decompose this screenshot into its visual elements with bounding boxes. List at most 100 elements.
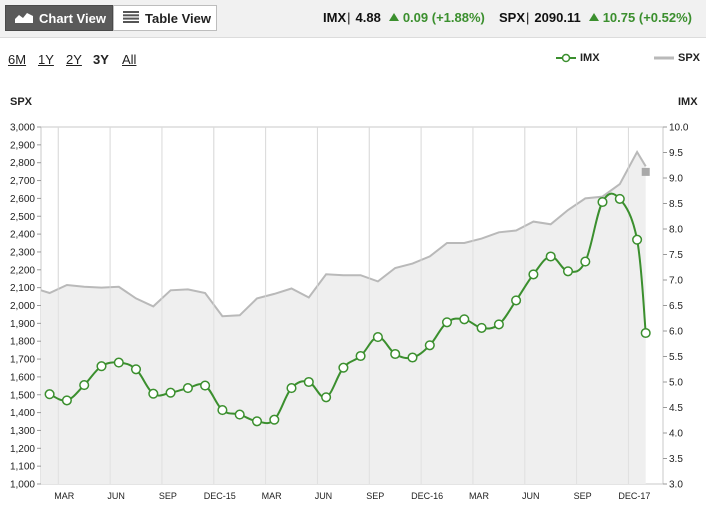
- up-arrow-icon: [588, 13, 599, 21]
- legend-imx-label: IMX: [580, 52, 600, 64]
- left-axis-title: SPX: [10, 96, 33, 108]
- imx-data-point: [390, 348, 401, 360]
- imx-data-point: [113, 357, 124, 368]
- table-view-button[interactable]: Table View: [113, 5, 217, 31]
- legend-imx[interactable]: IMX: [556, 52, 600, 64]
- imx-data-point: [269, 414, 280, 425]
- imx-data-point: [79, 380, 90, 391]
- imx-data-point: [511, 295, 522, 306]
- imx-data-point: [459, 314, 470, 325]
- imx-data-point: [372, 332, 383, 343]
- y-left-tick-label: 2,100: [10, 283, 35, 294]
- x-tick-label: JUN: [315, 491, 333, 501]
- quote-separator: |: [347, 10, 351, 25]
- x-tick-label: DEC-15: [204, 491, 236, 501]
- y-right-tick-label: 10.0: [669, 123, 689, 134]
- y-left-tick-label: 2,600: [10, 194, 35, 205]
- y-left-tick-label: 1,800: [10, 337, 35, 348]
- y-right-tick-label: 9.5: [669, 148, 683, 159]
- imx-data-point: [476, 322, 487, 333]
- imx-data-point: [44, 389, 55, 400]
- right-axis-title: IMX: [678, 96, 698, 108]
- imx-data-point: [632, 234, 643, 245]
- imx-data-point: [234, 409, 245, 420]
- range-1y[interactable]: 1Y: [38, 52, 54, 67]
- spx-series-line: [40, 149, 647, 318]
- y-left-tick-label: 1,900: [10, 319, 35, 330]
- y-left-tick-label: 1,300: [10, 426, 35, 437]
- y-right-tick-label: 3.0: [669, 480, 683, 491]
- quote-change: 0.09: [402, 10, 429, 25]
- imx-data-point: [200, 380, 211, 391]
- chart-view-button[interactable]: Chart View: [5, 5, 113, 31]
- imx-data-point: [61, 395, 72, 406]
- imx-data-point: [562, 266, 574, 277]
- table-view-label: Table View: [145, 10, 211, 26]
- y-right-tick-label: 7.5: [669, 250, 683, 261]
- x-tick-label: SEP: [574, 491, 592, 501]
- imx-data-point: [130, 364, 142, 375]
- top-toolbar: Chart View Table View IMX| 4.88 0.09 (+1.8…: [0, 0, 706, 38]
- range-3y[interactable]: 3Y: [93, 52, 109, 67]
- imx-data-point: [182, 383, 193, 394]
- y-right-tick-label: 5.0: [669, 378, 683, 389]
- quote-value: 2090.11: [534, 10, 581, 25]
- imx-data-point: [528, 269, 539, 280]
- quote-change-percent: (+0.52%): [638, 10, 692, 25]
- quote-symbol: SPX: [499, 10, 526, 25]
- range-2y[interactable]: 2Y: [66, 52, 82, 67]
- imx-legend-swatch: [556, 53, 576, 63]
- y-right-tick-label: 9.0: [669, 174, 683, 185]
- y-right-tick-label: 4.0: [669, 429, 683, 440]
- y-right-tick-label: 6.0: [669, 327, 683, 338]
- y-right-tick-label: 8.0: [669, 225, 683, 236]
- imx-data-point: [407, 352, 418, 363]
- x-tick-label: SEP: [159, 491, 177, 501]
- y-right-tick-label: 4.5: [669, 403, 683, 414]
- y-left-tick-label: 2,300: [10, 247, 35, 258]
- range-all[interactable]: All: [122, 52, 137, 67]
- imx-data-point: [597, 196, 608, 208]
- imx-data-point: [165, 387, 176, 398]
- y-right-tick-label: 8.5: [669, 199, 683, 210]
- spx-area-fill: [41, 152, 646, 484]
- quote-change: 10.75: [602, 10, 636, 25]
- imx-data-point: [251, 416, 263, 427]
- imx-data-point: [355, 350, 366, 362]
- y-left-tick-label: 1,000: [10, 480, 35, 491]
- y-right-tick-label: 6.5: [669, 301, 683, 312]
- imx-data-point: [493, 319, 504, 330]
- y-left-tick-label: 1,600: [10, 372, 35, 383]
- x-tick-label: JUN: [107, 491, 125, 501]
- y-left-tick-label: 3,000: [10, 123, 35, 134]
- quote-spx: SPX| 2090.11 10.75 (+0.52%): [499, 10, 692, 25]
- x-tick-label: SEP: [366, 491, 384, 501]
- range-6m[interactable]: 6M: [8, 52, 27, 67]
- y-left-tick-label: 1,400: [10, 408, 35, 419]
- quote-change-percent: (+1.88%): [431, 10, 485, 25]
- y-left-tick-label: 2,700: [10, 176, 35, 187]
- up-arrow-icon: [388, 13, 399, 21]
- y-left-tick-label: 1,500: [10, 390, 35, 401]
- quote-value: 4.88: [355, 10, 381, 25]
- quote-separator: |: [526, 10, 530, 25]
- y-left-tick-label: 2,200: [10, 265, 35, 276]
- spx-legend-swatch: [654, 56, 674, 60]
- legend-spx-label: SPX: [678, 52, 701, 64]
- x-tick-label: DEC-17: [618, 491, 650, 501]
- imx-data-point: [580, 256, 591, 267]
- quote-imx: IMX| 4.88 0.09 (+1.88%): [323, 10, 485, 25]
- imx-data-point: [545, 251, 556, 262]
- y-right-tick-label: 3.5: [669, 454, 683, 465]
- legend-spx[interactable]: SPX: [654, 52, 700, 64]
- y-left-tick-label: 1,100: [10, 462, 35, 473]
- imx-data-point: [338, 362, 349, 373]
- imx-data-point: [614, 193, 625, 204]
- y-left-tick-label: 2,800: [10, 158, 35, 169]
- y-right-tick-label: 5.5: [669, 352, 683, 363]
- imx-data-point: [303, 376, 314, 388]
- imx-data-point: [441, 317, 453, 328]
- chart-view-label: Chart View: [39, 10, 106, 26]
- y-left-tick-label: 2,400: [10, 230, 35, 241]
